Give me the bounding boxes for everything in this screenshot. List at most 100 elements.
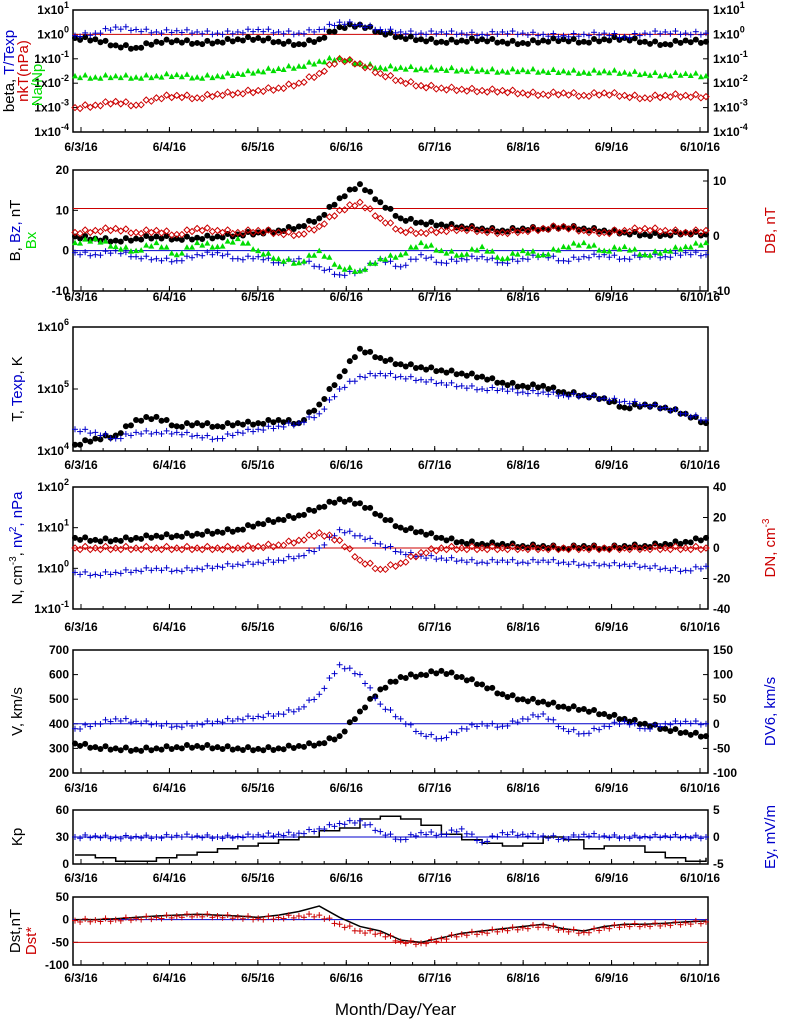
data-point [77,36,84,43]
data-point [423,531,430,538]
data-point [489,36,496,42]
x-tick-label: 6/6/16 [330,781,364,795]
data-point [509,924,516,931]
data-point [214,435,221,442]
panel-3: 6/3/16 6/4/16 6/5/16 6/6/16 6/7/16 6/8/16 6/9/… [9,317,720,472]
data-point [692,226,700,234]
data-point [274,84,283,92]
x-tick-label: 6/6/16 [330,871,364,885]
data-point [509,828,516,835]
data-point [306,911,313,918]
data-point [245,558,252,565]
data-point [545,69,552,75]
data-point [315,69,323,78]
data-point [244,542,252,550]
data-point [92,744,99,751]
data-point [596,247,603,253]
data-point [550,556,557,563]
data-point [229,30,236,37]
data-point [504,831,511,838]
data-point [234,28,241,35]
data-point [575,930,582,937]
data-point [367,22,374,29]
data-point [575,562,582,569]
data-point [183,91,191,99]
data-point [320,220,329,228]
data-point [269,543,278,551]
data-point [72,249,78,256]
data-point [606,834,613,841]
data-point [189,532,196,539]
data-point [463,372,470,379]
data-point [234,745,241,752]
data-point [626,718,633,725]
data-point [647,834,654,841]
data-point [285,256,292,262]
data-point [458,674,465,681]
data-point [616,256,623,263]
data-point [697,31,704,38]
x-tick-label: 6/9/16 [595,458,629,472]
data-point [72,569,78,576]
data-point [194,234,201,241]
data-point [508,542,517,551]
data-point [438,221,445,228]
x-axis-label: Month/Day/Year [334,1000,457,1019]
data-point [671,90,680,98]
data-point [250,747,257,754]
data-point [616,70,623,76]
data-point [519,30,526,37]
data-point [519,542,526,549]
data-point [636,71,643,78]
data-point [524,560,531,567]
data-point [173,257,180,264]
data-point [662,28,669,35]
data-point [545,385,552,392]
data-point [438,735,445,742]
data-point [331,670,338,677]
data-point [234,913,241,920]
data-point [580,31,587,38]
data-point [601,832,608,839]
data-point [534,226,542,235]
data-point [376,69,385,78]
data-point [407,373,414,380]
data-point [672,250,679,257]
data-point [550,35,557,42]
data-point [703,30,709,37]
data-point [137,101,145,109]
data-point [616,399,623,406]
data-point [173,423,180,430]
data-point [504,559,511,566]
data-point [458,538,465,545]
data-point [662,253,669,260]
data-point [148,721,155,728]
data-point [392,548,399,555]
data-point [438,667,445,674]
data-point [423,38,430,45]
data-point [397,361,404,368]
data-point [585,32,592,39]
data-point [692,90,700,99]
data-point [433,556,440,563]
data-point [138,236,145,243]
data-point [311,60,318,67]
data-point [458,382,465,389]
data-point [423,243,430,249]
data-point [677,540,684,547]
data-point [621,834,628,840]
data-point [631,35,638,42]
data-point [250,833,257,840]
data-point [259,87,267,96]
x-tick-label: 6/3/16 [64,140,98,154]
data-point [270,39,277,46]
data-point [362,930,369,937]
data-point [494,559,501,566]
data-point [117,430,124,437]
data-point [321,915,328,922]
data-point [692,36,699,43]
data-point [198,94,206,103]
data-point [199,531,206,538]
data-point [677,568,684,575]
data-point [559,89,568,97]
